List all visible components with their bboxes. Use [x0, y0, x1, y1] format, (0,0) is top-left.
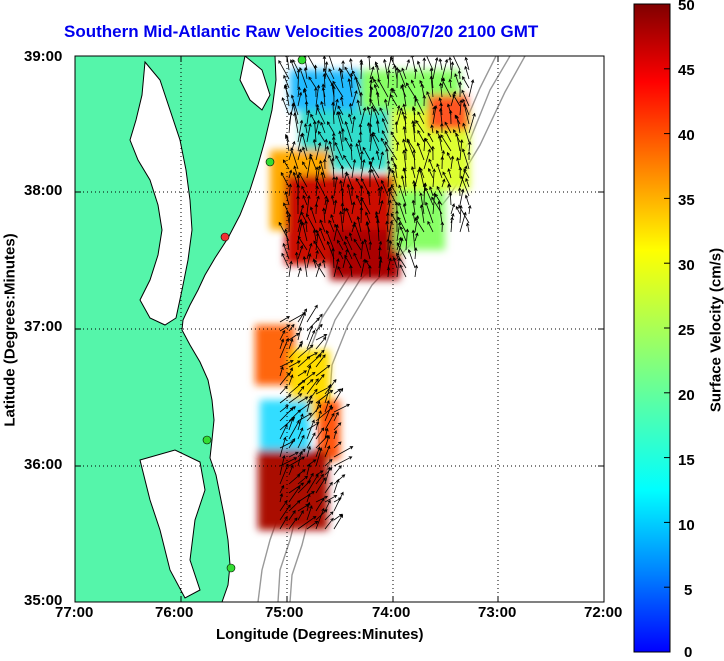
- velocity-arrow: [293, 60, 298, 70]
- velocity-arrow: [280, 317, 289, 322]
- velocity-arrow: [469, 80, 474, 97]
- colorbar-tick-label: 20: [678, 387, 695, 404]
- y-tick-label: 39:00: [24, 48, 62, 65]
- colorbar-tick-label: 10: [678, 517, 695, 534]
- x-tick-label: 72:00: [584, 604, 622, 621]
- y-axis-label: Latitude (Degrees:Minutes): [2, 233, 19, 426]
- y-tick-label: 36:00: [24, 456, 62, 473]
- velocity-arrow: [459, 206, 462, 223]
- velocity-arrow: [439, 59, 442, 70]
- x-tick-label: 75:00: [265, 604, 303, 621]
- velocity-arrow: [323, 56, 326, 70]
- velocity-arrow: [449, 192, 452, 205]
- velocity-arrow: [411, 55, 415, 70]
- velocity-arrow: [414, 248, 417, 259]
- velocity-arrow: [415, 265, 418, 277]
- velocity-arrow: [408, 250, 415, 268]
- colorbar-tick-label: 35: [678, 192, 695, 209]
- velocity-arrow: [327, 52, 334, 70]
- velocity-arrow: [280, 386, 287, 394]
- velocity-arrow: [465, 195, 469, 205]
- x-tick-label: 74:00: [372, 604, 410, 621]
- velocity-arrow: [307, 305, 317, 322]
- colorbar-label: Surface Velocity (cm/s): [708, 248, 724, 412]
- colorbar-tick-label: 0: [684, 644, 692, 661]
- velocity-arrow: [468, 206, 471, 214]
- velocity-arrow: [349, 59, 352, 70]
- velocity-arrow: [334, 480, 339, 493]
- velocity-arrow: [289, 261, 292, 277]
- station-marker: [221, 233, 229, 241]
- velocity-arrow: [460, 212, 466, 232]
- y-tick-label: 38:00: [24, 182, 62, 199]
- station-marker: [298, 56, 306, 64]
- colorbar-tick-label: 50: [678, 0, 695, 14]
- velocity-arrow: [451, 217, 454, 232]
- velocity-arrow: [390, 57, 397, 70]
- velocity-arrow: [334, 475, 345, 484]
- station-marker: [227, 564, 235, 572]
- x-axis-label: Longitude (Degrees:Minutes): [216, 626, 424, 643]
- colorbar-tick-label: 15: [678, 452, 695, 469]
- y-tick-label: 37:00: [24, 318, 62, 335]
- velocity-arrow: [334, 466, 341, 475]
- velocity-arrow: [406, 60, 410, 70]
- velocity-arrow: [342, 61, 345, 70]
- velocity-arrow: [463, 77, 469, 88]
- velocity-arrow: [368, 55, 371, 70]
- colorbar-tick-label: 40: [678, 127, 695, 144]
- colorbar-tick-label: 45: [678, 62, 695, 79]
- velocity-arrow: [451, 204, 455, 214]
- y-tick-label: 35:00: [24, 592, 62, 609]
- colorbar-tick-label: 25: [678, 322, 695, 339]
- colorbar-tick-label: 30: [678, 257, 695, 274]
- velocity-arrow: [298, 268, 301, 277]
- x-tick-label: 73:00: [478, 604, 516, 621]
- velocity-arrow: [298, 313, 306, 331]
- velocity-arrow: [316, 263, 321, 277]
- velocity-arrow: [466, 223, 469, 232]
- station-marker: [203, 436, 211, 444]
- colorbar-tick-label: 5: [684, 582, 692, 599]
- x-tick-label: 76:00: [155, 604, 193, 621]
- station-marker: [266, 158, 274, 166]
- velocity-arrow: [423, 58, 426, 70]
